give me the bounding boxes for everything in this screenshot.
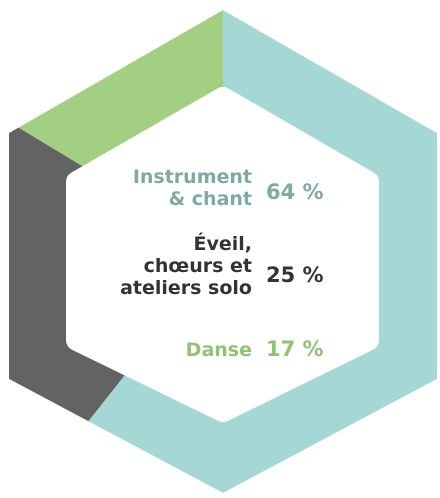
label-danse-line-1: Danse — [185, 339, 252, 361]
label-eveil-line-3: ateliers solo — [120, 277, 252, 299]
donut-hole — [66, 87, 379, 422]
label-eveil-line-1: Éveil, — [193, 233, 253, 255]
value-danse: 17 % — [266, 337, 324, 361]
label-instrument-line-2: & chant — [168, 188, 252, 210]
label-eveil-line-2: chœurs et — [143, 255, 252, 277]
label-instrument: Instrument & chant — [104, 166, 252, 210]
value-eveil: 25 % — [266, 263, 324, 287]
label-danse: Danse — [104, 339, 252, 361]
label-instrument-line-1: Instrument — [132, 166, 252, 188]
value-instrument: 64 % — [266, 180, 324, 204]
label-eveil: Éveil, chœurs et ateliers solo — [104, 233, 252, 299]
